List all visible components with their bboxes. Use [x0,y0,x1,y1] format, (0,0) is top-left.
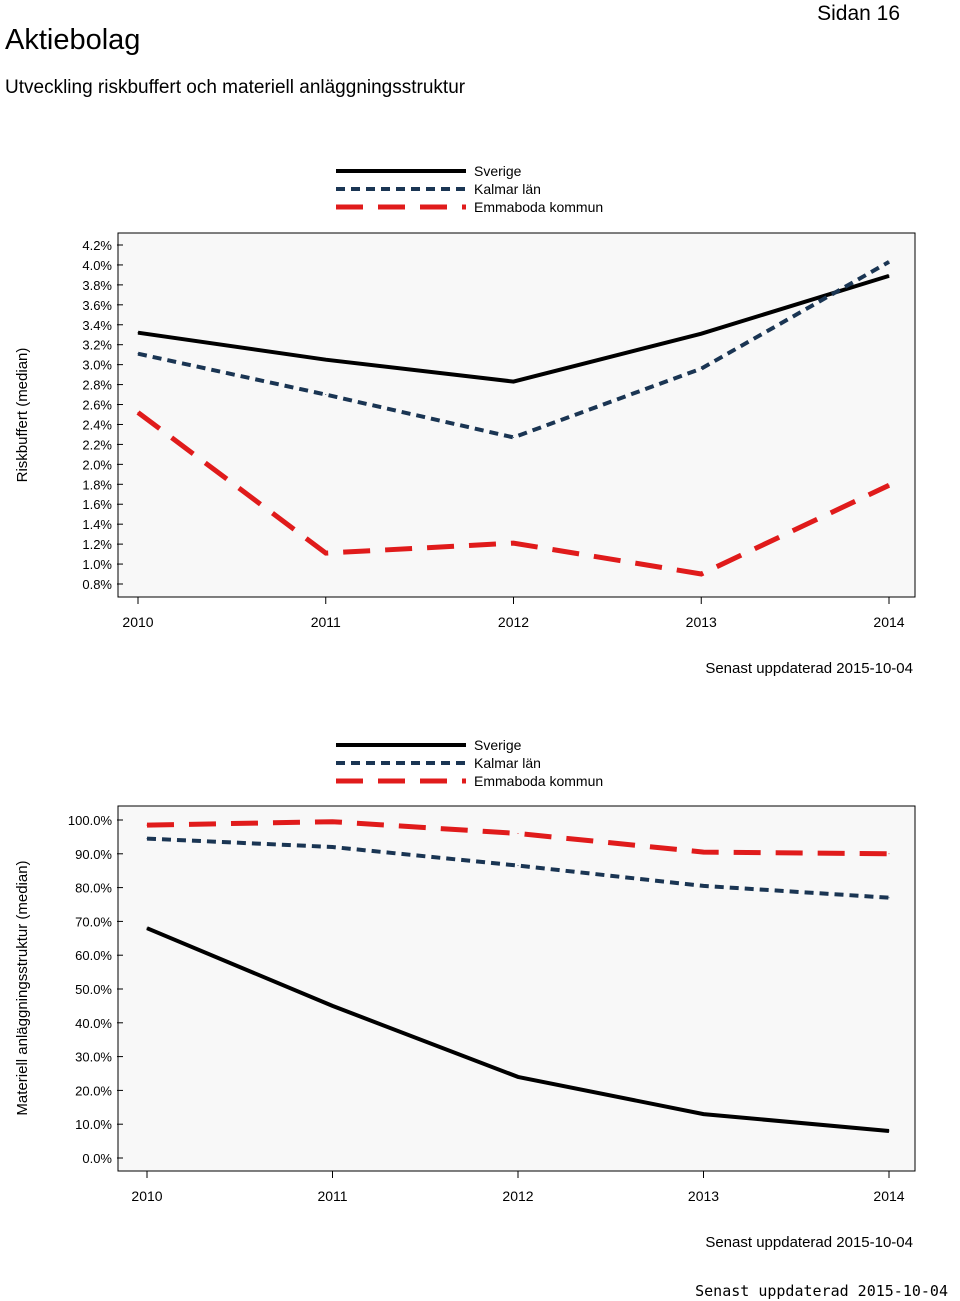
y-tick-label: 20.0% [75,1083,112,1098]
y-tick-label: 3.2% [82,338,112,353]
data-point-emmaboda [888,853,890,855]
y-tick-label: 2.0% [82,457,112,472]
y-tick-label: 40.0% [75,1016,112,1031]
y-tick-label: 100.0% [68,813,113,828]
data-point-kalmar [513,436,514,438]
data-point-kalmar [146,838,148,840]
legend-label-emmaboda: Emmaboda kommun [474,199,603,215]
y-axis-title: Materiell anläggningsstruktur (median) [14,860,31,1115]
legend-label-kalmar: Kalmar län [474,755,541,771]
page-title: Aktiebolag [5,24,141,56]
y-tick-label: 1.6% [82,497,112,512]
data-point-kalmar [888,897,890,899]
y-tick-label: 4.0% [82,258,112,273]
data-point-emmaboda [325,552,327,554]
y-tick-label: 70.0% [75,914,112,929]
data-point-sverige [888,1130,890,1132]
y-tick-label: 3.4% [82,318,112,333]
y-tick-label: 10.0% [75,1117,112,1132]
riskbuffert-chart: Sverige Kalmar län Emmaboda kommun 0.8% 1.0%… [14,163,916,630]
data-point-sverige [332,1005,333,1007]
data-point-kalmar [703,885,704,887]
y-tick-label: 60.0% [75,948,112,963]
data-point-emmaboda [700,573,702,575]
data-point-emmaboda [137,412,139,414]
y-tick-label: 80.0% [75,881,112,896]
legend-label-sverige: Sverige [474,163,522,179]
y-tick-label: 1.0% [82,557,112,572]
y-tick-label: 2.6% [82,398,112,413]
x-tick-label: 2013 [686,614,717,630]
data-point-kalmar [332,846,333,848]
x-tick-label: 2010 [131,1188,162,1204]
y-tick-label: 0.8% [82,577,112,592]
data-point-kalmar [137,353,139,355]
data-point-emmaboda [332,821,333,823]
data-point-sverige [146,927,148,929]
chart1-updated-note: Senast uppdaterad 2015-10-04 [705,660,913,677]
data-point-emmaboda [888,484,890,486]
y-tick-label: 1.4% [82,517,112,532]
data-point-emmaboda [146,824,148,826]
y-axis-title: Riskbuffert (median) [14,348,31,483]
x-tick-label: 2010 [122,614,153,630]
series-line-kalmar [137,260,890,440]
plot-area [117,805,916,1172]
data-point-emmaboda [513,542,514,544]
y-tick-label: 0.0% [82,1151,112,1166]
data-point-kalmar [700,368,702,370]
x-tick-label: 2014 [873,614,904,630]
plot-area [117,232,916,598]
y-tick-label: 90.0% [75,847,112,862]
x-tick-label: 2011 [317,1188,347,1204]
data-point-kalmar [888,261,890,263]
data-point-kalmar [325,394,327,396]
y-tick-label: 2.4% [82,417,112,432]
data-point-sverige [325,359,327,361]
y-tick-label: 3.6% [82,298,112,313]
x-tick-label: 2014 [873,1188,904,1204]
data-point-emmaboda [703,851,704,853]
x-tick-label: 2012 [498,614,529,630]
footer-updated: Senast uppdaterad 2015-10-04 [695,1282,948,1300]
series-line-kalmar [146,836,890,900]
y-tick-label: 4.2% [82,238,112,253]
y-tick-label: 50.0% [75,982,112,997]
y-tick-label: 2.2% [82,437,112,452]
y-tick-label: 3.0% [82,358,112,373]
x-tick-label: 2012 [502,1188,533,1204]
y-tick-label: 3.8% [82,278,112,293]
x-tick-label: 2013 [688,1188,719,1204]
page-number: Sidan 16 [817,2,900,25]
y-tick-label: 1.2% [82,537,112,552]
y-tick-label: 30.0% [75,1050,112,1065]
legend-label-sverige: Sverige [474,737,522,753]
data-point-sverige [517,1076,519,1078]
chart2-updated-note: Senast uppdaterad 2015-10-04 [705,1234,913,1251]
legend-label-emmaboda: Emmaboda kommun [474,773,603,789]
data-point-emmaboda [517,833,519,835]
data-point-sverige [703,1113,704,1115]
data-point-sverige [513,381,514,383]
y-tick-label: 2.8% [82,378,112,393]
data-point-sverige [700,333,702,335]
data-point-sverige [137,332,139,334]
data-point-kalmar [517,865,519,867]
data-point-sverige [888,275,890,277]
legend-label-kalmar: Kalmar län [474,181,541,197]
x-tick-label: 2011 [311,614,341,630]
page-subtitle: Utveckling riskbuffert och materiell anl… [5,77,466,98]
y-tick-label: 1.8% [82,477,112,492]
